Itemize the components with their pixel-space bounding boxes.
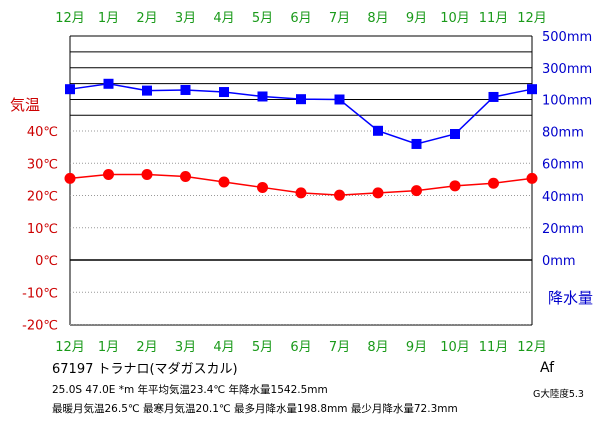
temperature-point	[372, 187, 384, 199]
temperature-point	[449, 180, 461, 192]
month-label-bottom: 7月	[329, 340, 350, 355]
climate-classification: Af	[540, 360, 555, 376]
month-label-top: 9月	[406, 11, 427, 26]
precipitation-point	[103, 78, 114, 89]
month-label-bottom: 11月	[479, 340, 509, 355]
temperature-point	[64, 172, 76, 184]
precipitation-point	[219, 87, 229, 98]
precipitation-point	[296, 94, 306, 105]
grid-lines	[69, 35, 533, 326]
temperature-tick-label: 20℃	[27, 190, 58, 205]
precipitation-tick-label: 0mm	[542, 254, 576, 269]
month-label-top: 5月	[252, 11, 273, 26]
precipitation-point	[373, 125, 383, 136]
precipitation-point	[527, 84, 537, 95]
month-label-bottom: 3月	[175, 340, 196, 355]
temperature-point	[218, 176, 230, 188]
month-label-bottom: 9月	[406, 340, 427, 355]
temperature-tick-labels: 40℃ 30℃ 20℃ 10℃ 0℃ -10℃ -20℃	[22, 125, 58, 334]
temperature-tick-label: -10℃	[22, 286, 58, 301]
month-label-top: 8月	[367, 11, 388, 26]
temperature-tick-label: 10℃	[27, 222, 58, 237]
precipitation-tick-label: 500mm	[542, 30, 592, 45]
month-label-top: 12月	[517, 11, 547, 26]
month-label-top: 3月	[175, 11, 196, 26]
month-label-top: 11月	[479, 11, 509, 26]
month-labels-bottom: 12月 1月 2月 3月 4月 5月 6月 7月 8月 9月 10月 11月 12月	[55, 340, 547, 355]
temperature-point	[295, 187, 307, 199]
precipitation-point	[334, 94, 345, 105]
temperature-point	[526, 172, 538, 184]
month-label-top: 4月	[213, 11, 234, 26]
month-labels-top: 12月 1月 2月 3月 4月 5月 6月 7月 8月 9月 10月 11月 12月	[55, 11, 547, 26]
precipitation-series	[65, 78, 537, 149]
month-label-bottom: 1月	[98, 340, 119, 355]
precipitation-tick-label: 40mm	[542, 190, 584, 205]
precipitation-axis-title: 降水量	[548, 289, 593, 307]
temperature-point	[334, 189, 345, 201]
temperature-point	[411, 185, 422, 197]
temperature-axis-title: 気温	[10, 96, 40, 114]
month-label-top: 2月	[136, 11, 157, 26]
precipitation-point	[180, 84, 191, 95]
temperature-point	[257, 181, 268, 193]
precipitation-point	[142, 85, 152, 96]
station-name: 67197 トラナロ(マダガスカル)	[52, 362, 238, 377]
temperature-tick-label: 0℃	[35, 254, 58, 269]
station-stats-2: 最暖月気温26.5℃ 最寒月気温20.1℃ 最多月降水量198.8mm 最少月降…	[52, 403, 458, 415]
month-label-top: 6月	[290, 11, 311, 26]
precipitation-tick-label: 80mm	[542, 126, 584, 141]
month-label-bottom: 6月	[290, 340, 311, 355]
month-label-bottom: 4月	[213, 340, 234, 355]
precipitation-line	[69, 83, 533, 145]
precipitation-point	[65, 84, 75, 95]
month-label-top: 10月	[440, 11, 470, 26]
temperature-tick-label: 40℃	[27, 125, 58, 140]
temperature-point	[488, 177, 499, 189]
month-label-bottom: 12月	[517, 340, 547, 355]
month-label-top: 7月	[329, 11, 350, 26]
month-label-bottom: 2月	[136, 340, 157, 355]
temperature-tick-label: -20℃	[22, 319, 58, 334]
precipitation-tick-label: 300mm	[542, 62, 592, 77]
continentality-index: G大陸度5.3	[533, 389, 584, 400]
month-label-bottom: 8月	[367, 340, 388, 355]
precipitation-point	[257, 91, 268, 102]
station-stats-1: 25.0S 47.0E *m 年平均気温23.4℃ 年降水量1542.5mm	[52, 384, 328, 396]
temperature-point	[180, 170, 191, 182]
precipitation-tick-label: 60mm	[542, 158, 584, 173]
temperature-tick-label: 30℃	[27, 157, 58, 172]
month-label-top: 12月	[55, 11, 85, 26]
precipitation-tick-labels: 500mm 300mm 100mm 80mm 60mm 40mm 20mm 0mm	[542, 30, 592, 269]
month-label-bottom: 10月	[440, 340, 470, 355]
precipitation-point	[488, 91, 499, 102]
month-label-top: 1月	[98, 11, 119, 26]
month-label-bottom: 5月	[252, 340, 273, 355]
precipitation-tick-label: 20mm	[542, 222, 584, 237]
precipitation-point	[411, 138, 422, 149]
temperature-point	[141, 169, 153, 181]
temperature-series	[64, 169, 538, 201]
precipitation-tick-label: 100mm	[542, 94, 592, 109]
temperature-point	[103, 169, 114, 181]
precipitation-point	[450, 129, 460, 140]
month-label-bottom: 12月	[55, 340, 85, 355]
